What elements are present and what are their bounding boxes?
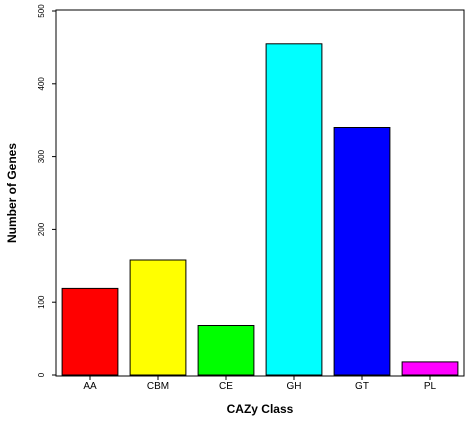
- x-tick-label-gt: GT: [355, 381, 369, 392]
- bar-pl: [401, 361, 459, 376]
- y-axis: 0 100 200 300 400 500: [37, 4, 56, 377]
- plot-frame: [55, 9, 465, 377]
- x-axis: AA CBM CE GH GT PL: [83, 376, 437, 392]
- y-tick-label: 200: [37, 222, 46, 236]
- bar-aa: [61, 287, 119, 376]
- x-tick-label-ce: CE: [219, 381, 233, 392]
- y-tick-label: 400: [37, 77, 46, 91]
- y-tick-label: 300: [37, 149, 46, 163]
- y-tick-label: 0: [37, 372, 46, 377]
- x-tick-label-gh: GH: [287, 381, 302, 392]
- x-axis-title: CAZy Class: [227, 402, 294, 416]
- bars-group: [61, 43, 459, 376]
- x-tick-label-cbm: CBM: [147, 381, 169, 392]
- y-axis-title: Number of Genes: [5, 143, 19, 243]
- bar-ce: [197, 325, 255, 376]
- bar-gh: [265, 43, 323, 376]
- x-tick-label-aa: AA: [83, 381, 97, 392]
- y-tick-label: 500: [37, 4, 46, 18]
- bar-gt: [333, 127, 391, 376]
- y-tick-label: 100: [37, 295, 46, 309]
- x-tick-label-pl: PL: [424, 381, 437, 392]
- bar-cbm: [129, 259, 187, 376]
